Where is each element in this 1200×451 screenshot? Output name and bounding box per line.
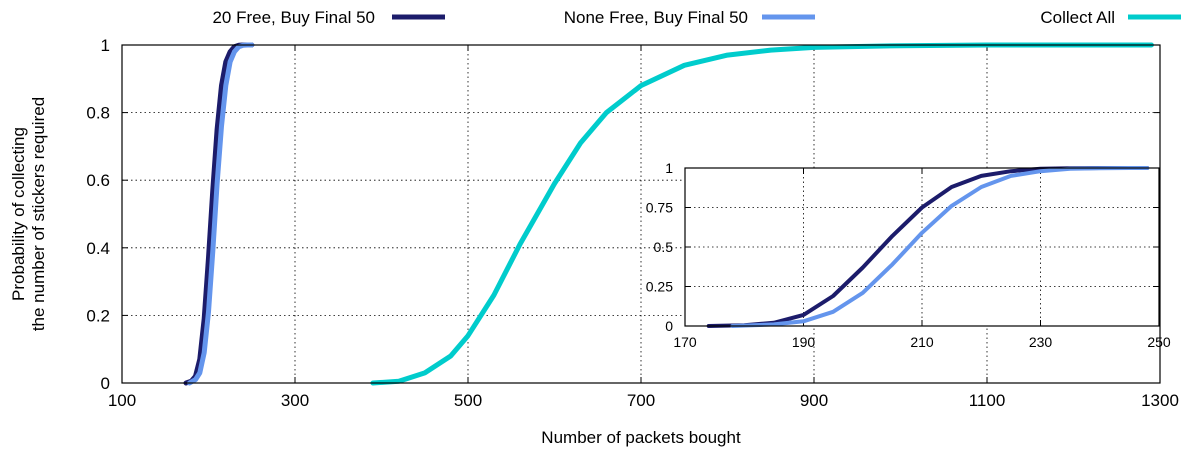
legend-label-1: 20 Free, Buy Final 50 (212, 8, 375, 27)
main-ytick-label: 0.2 (86, 306, 110, 325)
legend: 20 Free, Buy Final 50 None Free, Buy Fina… (212, 8, 1181, 27)
inset-plot-frame (684, 167, 1160, 327)
inset-ytick-label: 0.25 (646, 279, 673, 295)
legend-label-2: None Free, Buy Final 50 (564, 8, 748, 27)
main-series-line-2 (187, 42, 255, 386)
main-ytick-label: 0 (101, 374, 110, 393)
main-xtick-label: 500 (454, 391, 482, 410)
inset-xtick-label: 230 (1029, 334, 1053, 350)
inset-ytick-label: 0.75 (646, 200, 673, 216)
legend-label-3: Collect All (1040, 8, 1115, 27)
main-xtick-label: 300 (281, 391, 309, 410)
main-xtick-label: 900 (800, 391, 828, 410)
inset-ytick-label: 1 (665, 160, 673, 176)
main-xtick-label: 1300 (1141, 391, 1179, 410)
main-plot-frame (121, 44, 1161, 384)
main-series-line-3 (370, 42, 1154, 386)
y-axis-label-line1: Probability of collecting (9, 127, 28, 301)
inset-ytick-label: 0 (665, 318, 673, 334)
inset-xtick-label: 190 (792, 334, 816, 350)
inset-tick-labels: 170 190 210 230 250 0 0.25 0.5 0.75 1 (646, 160, 1171, 350)
main-ytick-label: 0.4 (86, 239, 110, 258)
main-tick-labels: 100 300 500 700 900 1100 1300 0 0.2 0.4 0.6 0.8 1 (86, 36, 1179, 410)
main-xtick-label: 1100 (969, 391, 1006, 410)
x-axis-label: Number of packets bought (541, 428, 741, 447)
main-ytick-label: 0.8 (86, 104, 110, 123)
main-xtick-label: 700 (627, 391, 655, 410)
inset-ytick-label: 0.5 (654, 239, 674, 255)
main-ytick-label: 0.6 (86, 171, 110, 190)
inset-xtick-label: 250 (1147, 334, 1171, 350)
y-axis-label-line2: the number of stickers required (29, 97, 48, 331)
inset-xtick-label: 170 (673, 334, 697, 350)
main-xtick-label: 100 (108, 391, 136, 410)
y-axis-label: Probability of collecting the number of … (9, 97, 48, 331)
main-series-line-1 (183, 42, 255, 386)
inset-xtick-label: 210 (910, 334, 934, 350)
main-ytick-label: 1 (101, 36, 110, 55)
